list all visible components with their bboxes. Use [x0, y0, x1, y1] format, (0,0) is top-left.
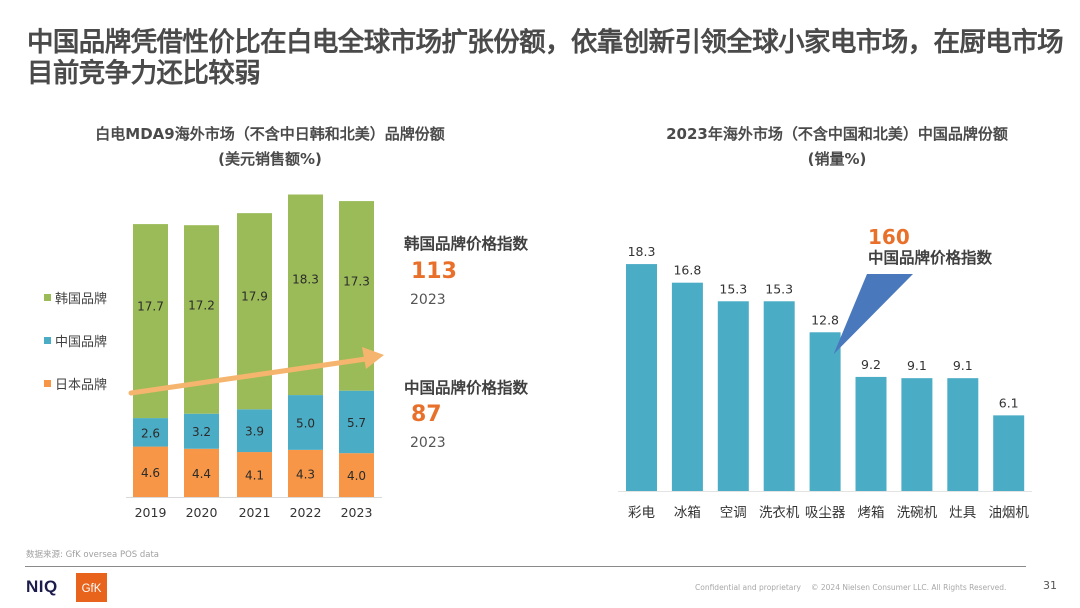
x-tick-label: 洗碗机: [897, 505, 938, 521]
data-label: 9.1: [907, 358, 927, 373]
callout-pointer: [833, 274, 913, 355]
x-tick-label: 洗衣机: [759, 505, 800, 521]
data-label: 4.3: [296, 467, 315, 481]
data-label: 15.3: [765, 281, 793, 296]
gfk-logo-text: GfK: [81, 583, 102, 595]
data-label: 17.7: [137, 300, 164, 314]
x-tick-label: 灶具: [949, 505, 976, 521]
x-tick-label: 空调: [720, 505, 747, 521]
bar-segment-japan-2023: [339, 453, 374, 497]
data-label: 5.7: [347, 416, 366, 430]
legend-swatch-japan: [44, 380, 51, 387]
legend-swatch-korea: [44, 294, 51, 301]
data-label: 18.3: [628, 244, 656, 259]
data-label: 9.1: [953, 358, 973, 373]
x-tick-label: 烤箱: [858, 505, 885, 521]
trend-arrow-shaft: [128, 356, 369, 396]
callout-price-index-value: 160: [868, 225, 910, 249]
x-tick-label: 2019: [135, 505, 167, 520]
data-label: 17.3: [343, 275, 370, 289]
x-tick-label: 吸尘器: [805, 505, 846, 521]
footer-divider: [25, 566, 1026, 567]
legend-label-korea: 韩国品牌: [55, 292, 108, 307]
x-tick-label: 2023: [341, 505, 373, 520]
data-label: 6.1: [999, 395, 1019, 410]
x-tick-label: 冰箱: [674, 505, 701, 521]
data-label: 3.9: [245, 425, 264, 439]
bar-segment-japan-2022: [288, 449, 323, 497]
confidential-notice: Confidential and proprietary: [695, 583, 801, 592]
bar-吸尘器: [809, 332, 841, 491]
bar-冰箱: [671, 282, 703, 491]
copyright-notice: © 2024 Nielsen Consumer LLC. All Rights …: [811, 583, 1007, 592]
korea-price-index-value: 113: [411, 259, 457, 284]
x-tick-label: 油烟机: [988, 505, 1029, 521]
callout-price-index-label: 中国品牌价格指数: [868, 249, 993, 267]
legend-item-korea: 韩国品牌: [44, 288, 107, 307]
left-chart-title: 白电MDA9海外市场（不含中日韩和北美）品牌份额 (美元销售额%): [60, 122, 480, 172]
data-label: 12.8: [811, 312, 839, 327]
bar-segment-china-2020: [184, 413, 219, 449]
left-chart-title-line2: (美元销售额%): [218, 150, 322, 168]
data-label: 4.1: [245, 469, 264, 483]
right-chart-title-line1: 2023年海外市场（不含中国和北美）中国品牌份额: [666, 125, 1008, 143]
bar-空调: [717, 301, 749, 491]
china-price-index-label: 中国品牌价格指数: [404, 379, 529, 397]
data-source-note: 数据来源: GfK oversea POS data: [26, 550, 160, 560]
data-label: 18.3: [292, 273, 319, 287]
x-tick-label: 2021: [239, 505, 271, 520]
left-chart-title-line1: 白电MDA9海外市场（不含中日韩和北美）品牌份额: [95, 125, 445, 143]
legend-swatch-china: [44, 337, 51, 344]
data-label: 2.6: [141, 426, 160, 440]
gfk-logo: GfK: [76, 573, 107, 602]
trend-arrow-head: [362, 347, 384, 369]
legend-item-japan: 日本品牌: [44, 374, 107, 393]
niq-logo: NIQ: [26, 577, 58, 596]
slide-headline: 中国品牌凭借性价比在白电全球市场扩张份额，依靠创新引领全球小家电市场，在厨电市场…: [27, 27, 1064, 89]
bar-油烟机: [993, 415, 1025, 491]
x-tick-label: 2020: [186, 505, 218, 520]
legend-label-china: 中国品牌: [55, 335, 108, 350]
legend-item-china: 中国品牌: [44, 331, 107, 350]
right-chart-title: 2023年海外市场（不含中国和北美）中国品牌份额 (销量%): [612, 122, 1062, 172]
bar-segment-china-2023: [339, 390, 374, 454]
data-label: 9.2: [861, 357, 881, 372]
bar-彩电: [626, 264, 657, 491]
data-label: 17.2: [188, 298, 215, 312]
data-label: 15.3: [719, 281, 747, 296]
bar-segment-china-2019: [133, 418, 168, 447]
bar-烤箱: [855, 376, 887, 491]
data-label: 16.8: [673, 263, 701, 278]
bar-segment-china-2021: [237, 409, 272, 453]
china-price-index-value: 87: [411, 402, 442, 427]
bar-segment-japan-2020: [184, 448, 219, 497]
bar-segment-korea-2022: [288, 194, 323, 396]
page-number: 31: [1043, 579, 1057, 592]
bar-segment-japan-2019: [133, 446, 168, 497]
korea-price-index-label: 韩国品牌价格指数: [404, 235, 529, 253]
data-label: 5.0: [296, 416, 315, 430]
x-tick-label: 2022: [290, 505, 322, 520]
bar-灶具: [947, 378, 979, 491]
legend-label-japan: 日本品牌: [55, 378, 108, 393]
china-price-index-year: 2023: [410, 435, 446, 451]
bar-洗衣机: [763, 301, 795, 491]
bar-segment-korea-2019: [133, 224, 168, 419]
korea-price-index-year: 2023: [410, 292, 446, 308]
data-label: 4.4: [192, 467, 211, 481]
data-label: 4.0: [347, 469, 366, 483]
data-label: 4.6: [141, 466, 160, 480]
right-chart-title-line2: (销量%): [807, 150, 867, 168]
bar-segment-japan-2021: [237, 452, 272, 497]
data-label: 17.9: [241, 290, 268, 304]
x-tick-label: 彩电: [628, 505, 655, 521]
data-label: 3.2: [192, 425, 211, 439]
bar-segment-china-2022: [288, 395, 323, 450]
bar-洗碗机: [901, 378, 933, 491]
